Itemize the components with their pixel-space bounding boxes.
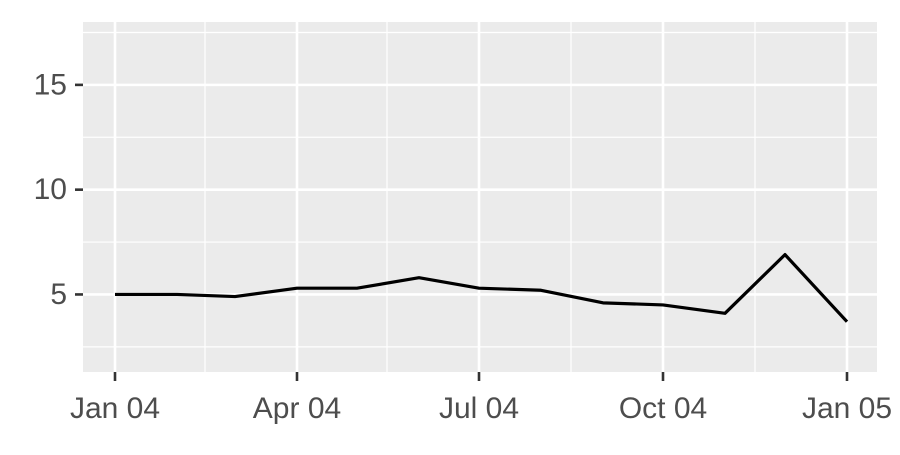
series-line-1	[115, 253, 849, 323]
y-tick-label: 15	[34, 68, 67, 101]
x-tick-label: Jan 04	[70, 392, 160, 425]
y-tick-label: 10	[34, 173, 67, 206]
y-axis: 5 10 15	[34, 68, 83, 311]
x-tick-label: Jan 05	[802, 392, 892, 425]
x-tick-label: Jul 04	[439, 392, 519, 425]
y-tick-label: 5	[50, 278, 67, 311]
x-axis: Jan 04 Apr 04 Jul 04 Oct 04 Jan 05	[70, 372, 892, 425]
x-tick-label: Apr 04	[253, 392, 341, 425]
x-tick-label: Oct 04	[619, 392, 707, 425]
series-layer	[115, 253, 849, 323]
